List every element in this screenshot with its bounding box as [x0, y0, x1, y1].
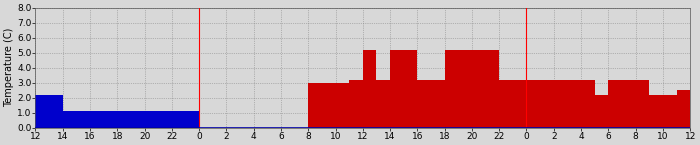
Bar [377, 80, 390, 128]
Bar [676, 90, 690, 128]
Bar [36, 95, 49, 128]
Bar [63, 111, 76, 128]
Bar [499, 80, 513, 128]
Bar [417, 111, 431, 128]
Bar [322, 83, 335, 128]
Bar [486, 50, 499, 128]
Y-axis label: Temperature (C): Temperature (C) [4, 28, 14, 107]
Bar [568, 80, 581, 128]
Bar [90, 111, 104, 128]
Bar [608, 80, 622, 128]
Bar [513, 80, 526, 128]
Bar [49, 95, 63, 128]
Bar [377, 111, 390, 128]
Bar [431, 111, 444, 128]
Bar [554, 80, 568, 128]
Bar [76, 111, 90, 128]
Bar [363, 50, 377, 128]
Bar [636, 80, 649, 128]
Bar [581, 80, 595, 128]
Bar [335, 83, 349, 128]
Bar [363, 111, 377, 128]
Bar [335, 95, 349, 128]
Bar [663, 95, 676, 128]
Bar [417, 80, 431, 128]
Bar [118, 111, 131, 128]
Bar [690, 90, 700, 128]
Bar [172, 111, 186, 128]
Bar [431, 80, 444, 128]
Bar [349, 95, 363, 128]
Bar [390, 50, 404, 128]
Bar [390, 111, 404, 128]
Bar [444, 50, 458, 128]
Bar [349, 80, 363, 128]
Bar [158, 111, 172, 128]
Bar [145, 111, 158, 128]
Bar [526, 80, 540, 128]
Bar [131, 111, 145, 128]
Bar [444, 120, 458, 128]
Bar [540, 80, 554, 128]
Bar [472, 50, 486, 128]
Bar [186, 111, 199, 128]
Bar [104, 111, 118, 128]
Bar [458, 50, 472, 128]
Bar [322, 111, 335, 128]
Bar [308, 83, 322, 128]
Bar [595, 95, 608, 128]
Bar [404, 111, 417, 128]
Bar [622, 80, 636, 128]
Bar [404, 50, 417, 128]
Bar [649, 95, 663, 128]
